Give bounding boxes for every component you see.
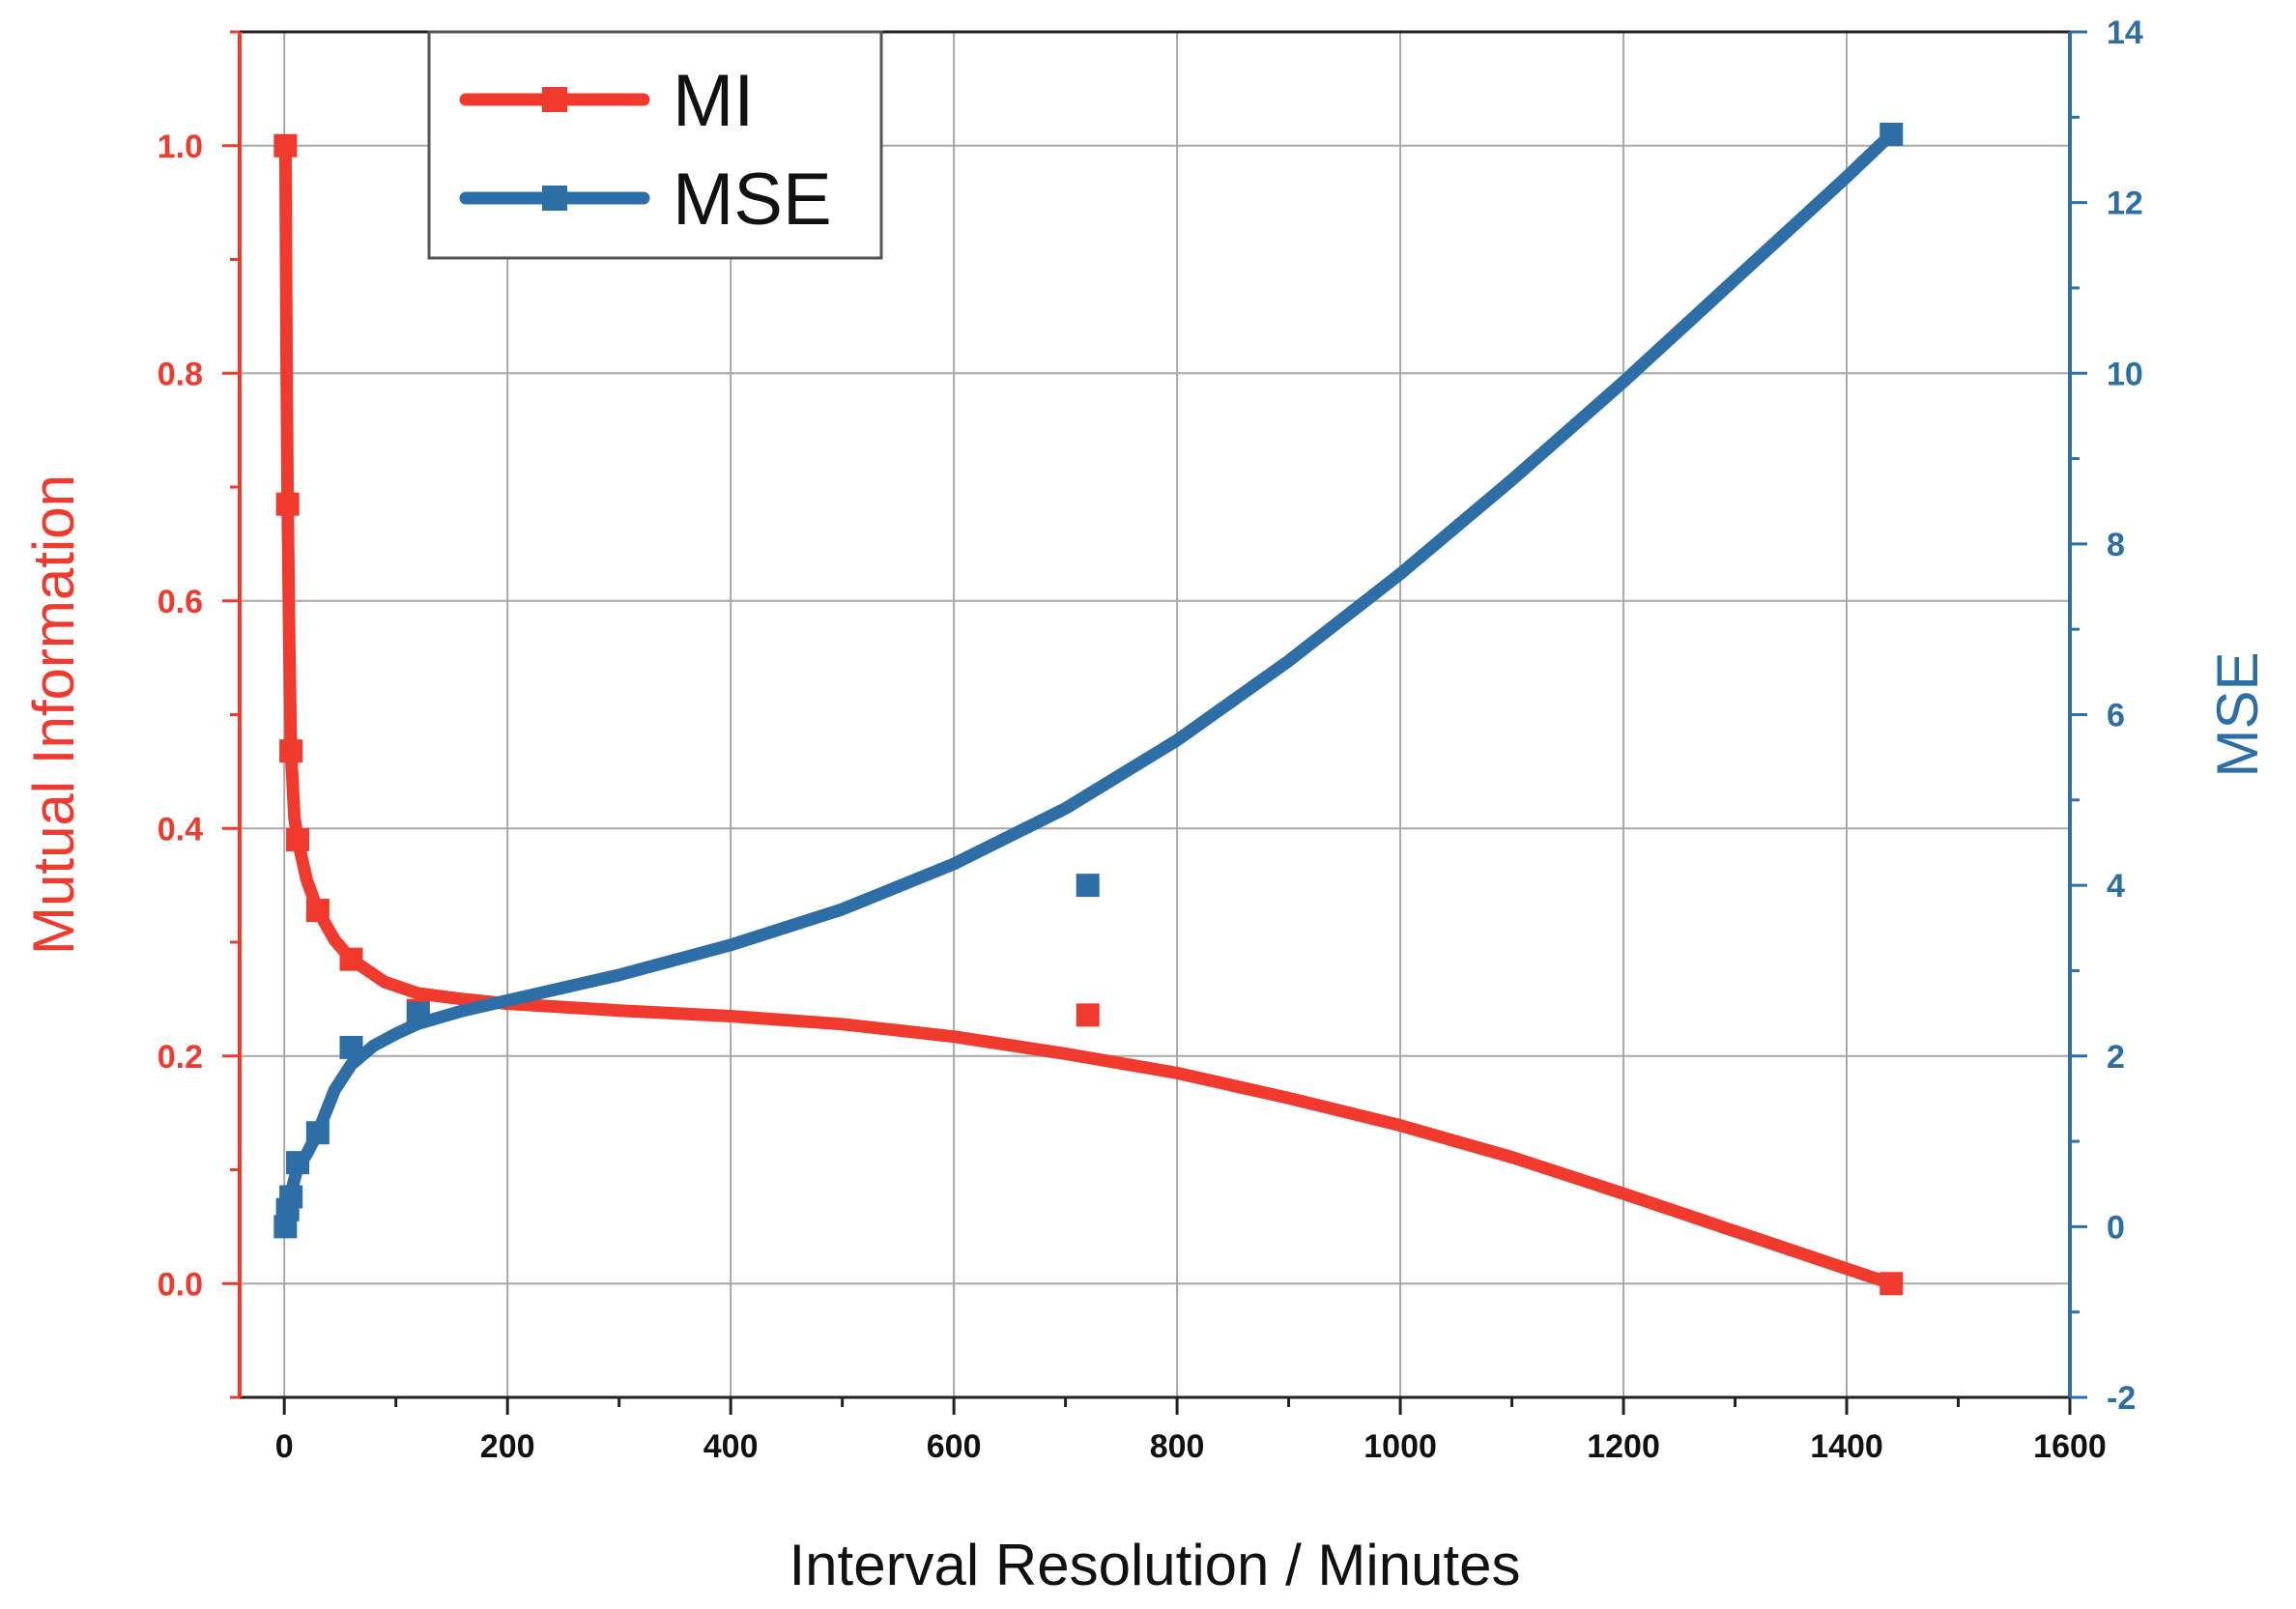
mi-marker [279, 739, 303, 763]
series [273, 122, 1904, 1296]
y-tick-label: 0.8 [158, 356, 203, 392]
axis-titles: Interval Resolution / Minutes Mutual Info… [21, 474, 2270, 1597]
x-tick-label: 1000 [1363, 1428, 1437, 1465]
mse-marker [406, 1001, 430, 1025]
mse-marker [339, 1035, 363, 1059]
y2-axis-title: MSE [2205, 651, 2270, 777]
mi-marker [273, 133, 298, 158]
x-tick-label: 800 [1150, 1428, 1205, 1465]
legend-mse-marker [542, 186, 567, 211]
y2-tick-label: 10 [2107, 356, 2143, 392]
mi-marker [286, 828, 310, 852]
y2-tick-label: 0 [2107, 1209, 2125, 1246]
y2-tick-label: 2 [2107, 1039, 2125, 1076]
mse-marker [1880, 122, 1904, 146]
legend-mi-label: MI [673, 60, 754, 142]
y2-tick-label: 4 [2107, 868, 2125, 905]
mse-marker [286, 1151, 310, 1175]
legend-mse-label: MSE [673, 158, 832, 241]
x-tick-label: 1600 [2033, 1428, 2107, 1465]
legend-mi-marker [542, 87, 567, 112]
mse-marker [305, 1121, 330, 1145]
mse-marker [1076, 874, 1100, 898]
y2-tick-label: 14 [2107, 14, 2143, 51]
y-tick-label: 0.4 [158, 811, 203, 848]
y2-tick-label: 12 [2107, 186, 2143, 222]
x-tick-label: 1400 [1810, 1428, 1883, 1465]
axes: 0 200 400 600 800 1000 1200 1400 1600 0.0 0.2 0.4 0.… [158, 14, 2143, 1465]
y2-tick-label: 6 [2107, 698, 2125, 734]
mi-marker [339, 947, 363, 971]
x-tick-label: 600 [927, 1428, 982, 1465]
y-tick-label: 0.2 [158, 1039, 203, 1076]
x-tick-label: 200 [480, 1428, 535, 1465]
mi-marker [1880, 1272, 1904, 1296]
y-tick-label: 0.6 [158, 584, 203, 620]
y-tick-label: 0.0 [158, 1266, 203, 1303]
x-axis-title: Interval Resolution / Minutes [789, 1533, 1520, 1597]
x-tick-label: 400 [703, 1428, 759, 1465]
y2-tick-label: 8 [2107, 527, 2125, 563]
x-tick-label: 0 [275, 1428, 294, 1465]
mse-marker [279, 1185, 303, 1209]
mi-marker [1076, 1003, 1100, 1027]
legend: MI MSE [427, 30, 883, 260]
x-tick-label: 1200 [1587, 1428, 1660, 1465]
y-tick-label: 1.0 [158, 129, 203, 165]
y2-tick-label: -2 [2107, 1380, 2136, 1417]
legend-box [427, 30, 883, 260]
mi-marker [275, 492, 300, 516]
mi-marker [305, 899, 330, 923]
grid [240, 32, 2071, 1397]
y-axis-title: Mutual Information [21, 474, 86, 955]
